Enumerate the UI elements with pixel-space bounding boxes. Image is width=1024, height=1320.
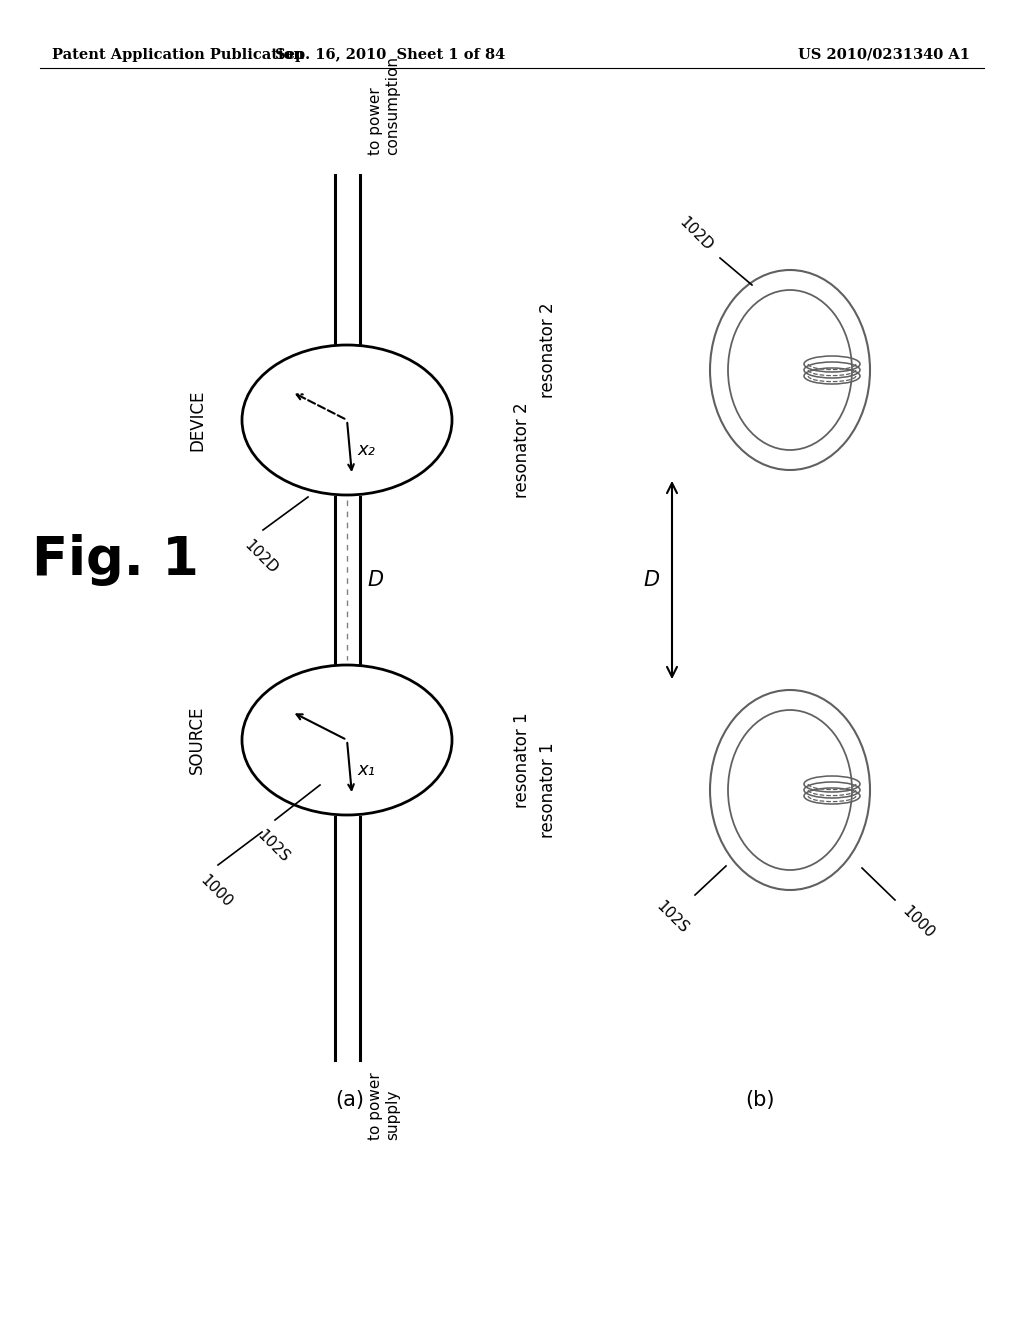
Text: resonator 1: resonator 1 bbox=[513, 713, 531, 808]
Text: 102D: 102D bbox=[677, 215, 716, 253]
Text: US 2010/0231340 A1: US 2010/0231340 A1 bbox=[798, 48, 970, 62]
Text: resonator 2: resonator 2 bbox=[539, 302, 557, 397]
Text: resonator 2: resonator 2 bbox=[513, 403, 531, 498]
Text: to power
supply: to power supply bbox=[368, 1072, 400, 1139]
Text: (a): (a) bbox=[336, 1090, 365, 1110]
Text: 1000: 1000 bbox=[197, 873, 234, 911]
Text: SOURCE: SOURCE bbox=[188, 706, 206, 775]
Text: resonator 1: resonator 1 bbox=[539, 742, 557, 838]
Text: (b): (b) bbox=[745, 1090, 775, 1110]
Text: 102S: 102S bbox=[653, 899, 691, 937]
Text: 1000: 1000 bbox=[899, 904, 937, 942]
Text: x₁: x₁ bbox=[357, 762, 375, 779]
Text: 102D: 102D bbox=[242, 539, 281, 577]
Text: 102S: 102S bbox=[254, 828, 292, 866]
Text: to power
consumption: to power consumption bbox=[368, 55, 400, 154]
Text: D: D bbox=[367, 570, 383, 590]
Text: D: D bbox=[644, 570, 660, 590]
Text: Patent Application Publication: Patent Application Publication bbox=[52, 48, 304, 62]
Text: Fig. 1: Fig. 1 bbox=[32, 535, 199, 586]
Text: DEVICE: DEVICE bbox=[188, 389, 206, 450]
Text: Sep. 16, 2010  Sheet 1 of 84: Sep. 16, 2010 Sheet 1 of 84 bbox=[274, 48, 505, 62]
Text: x₂: x₂ bbox=[357, 441, 375, 459]
